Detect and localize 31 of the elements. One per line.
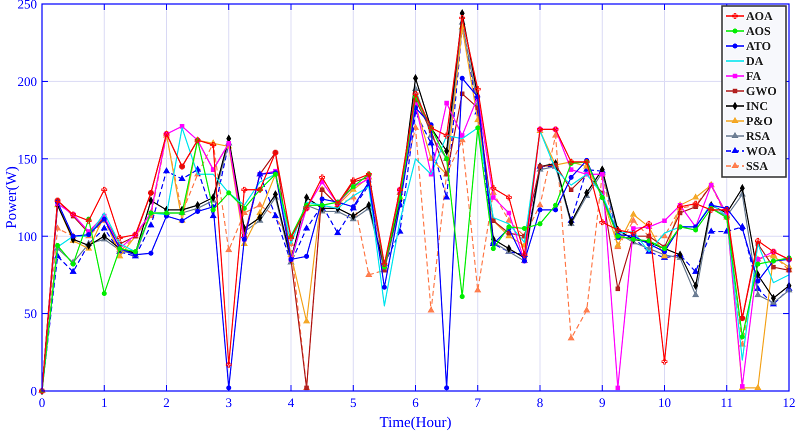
x-axis-title: Time(Hour) (380, 415, 452, 431)
y-tick-label: 0 (30, 384, 37, 399)
legend-label: AOA (746, 9, 773, 24)
x-tick-label: 7 (474, 395, 482, 410)
legend-label: RSA (746, 129, 770, 144)
legend-label: ATO (746, 39, 771, 54)
y-tick-label: 200 (18, 74, 37, 89)
legend-label: DA (746, 54, 764, 68)
x-tick-label: 10 (658, 395, 671, 410)
legend-label: AOS (746, 24, 771, 38)
x-tick-label: 3 (226, 395, 232, 410)
x-tick-label: 4 (288, 395, 295, 410)
legend-label: SSA (746, 159, 768, 174)
x-tick-label: 11 (720, 395, 734, 410)
legend-label: WOA (746, 144, 776, 158)
x-tick-label: 6 (412, 395, 420, 410)
x-tick-label: 9 (599, 395, 606, 410)
y-tick-label: 150 (18, 151, 37, 166)
legend-label: INC (746, 99, 768, 114)
x-tick-label: 1 (101, 395, 108, 410)
y-axis-title: Power(W) (4, 166, 20, 229)
x-tick-label: 8 (536, 395, 544, 410)
y-tick-label: 50 (24, 306, 37, 322)
x-tick-label: 12 (782, 395, 795, 410)
x-tick-label: 2 (163, 395, 170, 410)
legend-label: P&O (746, 114, 773, 128)
y-tick-label: 100 (18, 228, 37, 244)
y-tick-label: 250 (18, 0, 37, 12)
x-tick-label: 5 (350, 395, 356, 410)
legend-label: FA (746, 69, 762, 84)
legend-label: GWO (746, 84, 777, 98)
